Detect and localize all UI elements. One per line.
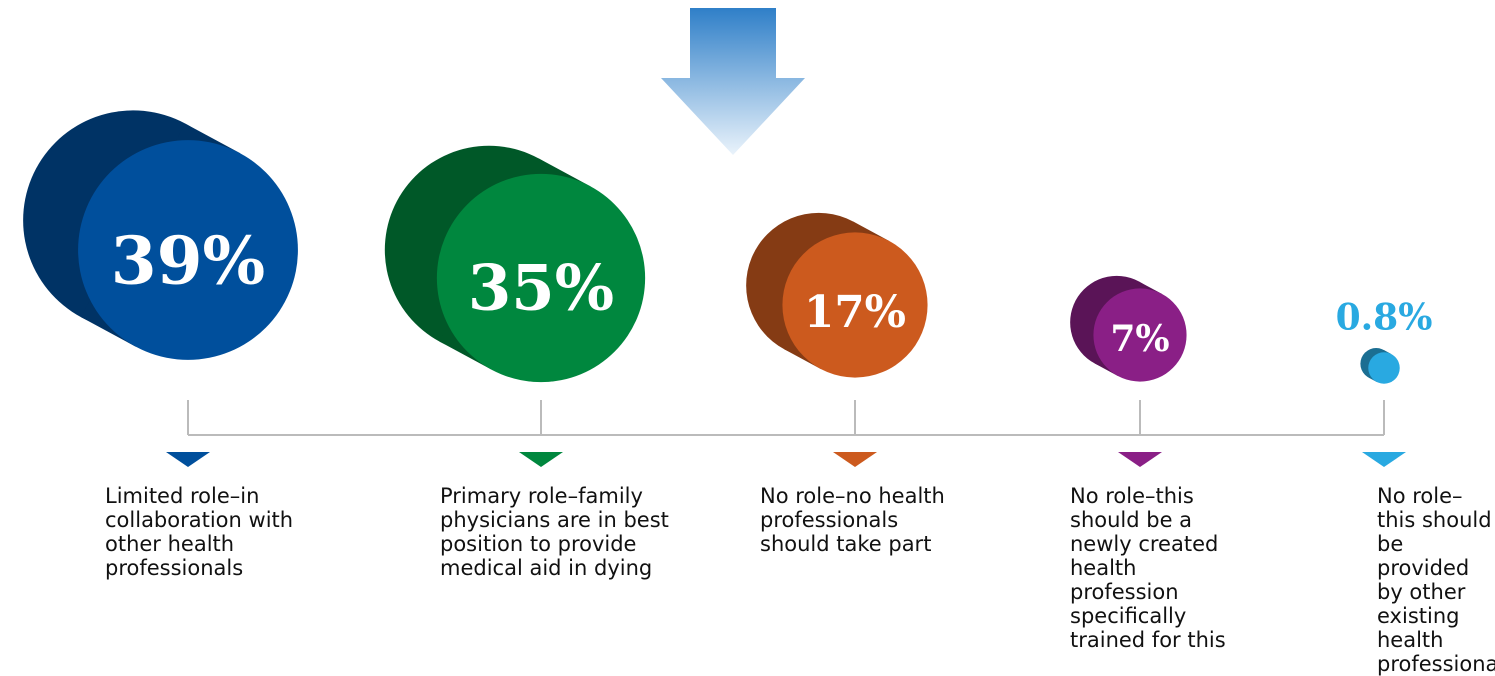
pointer: [1362, 452, 1406, 467]
arrow: [661, 8, 805, 155]
value-label: 35%: [468, 251, 614, 325]
cylinder: [746, 212, 928, 378]
cylinder-front: [436, 173, 646, 383]
cylinder-front: [1368, 352, 1400, 384]
cylinder-front: [1093, 288, 1187, 382]
pointer: [166, 452, 210, 467]
cylinder: [1070, 275, 1187, 382]
value-label: 7%: [1110, 318, 1169, 360]
category-label: No role–this should be a newly created h…: [1070, 484, 1226, 652]
category-label: Limited role–in collaboration with other…: [105, 484, 294, 580]
category-label: No role–no health professionals should t…: [760, 484, 945, 556]
chart: 39% 35% 17% 7% 0.8%: [23, 8, 1433, 467]
cylinder: [384, 145, 646, 383]
pointer: [833, 452, 877, 467]
value-label: 17%: [804, 287, 906, 338]
cylinder-front: [782, 232, 928, 378]
cylinder-front: [78, 140, 298, 360]
cylinder: [1360, 348, 1400, 384]
category-label: No role–this should be provided by other…: [1377, 484, 1495, 676]
pointer: [1118, 452, 1162, 467]
category-label: Primary role–family physicians are in be…: [440, 484, 669, 580]
value-label: 39%: [111, 221, 265, 299]
cylinder: [23, 110, 298, 360]
pointer: [519, 452, 563, 467]
page: 39%35%17%7%0.8% (() => { const data = JS…: [23, 8, 1495, 676]
value-label: 0.8%: [1336, 296, 1433, 338]
